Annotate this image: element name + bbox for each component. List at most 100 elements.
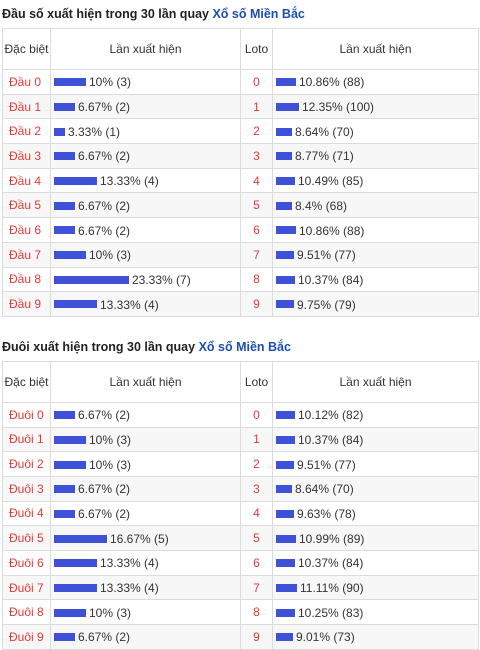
loto-frequency-cell: 9.63% (78) bbox=[272, 500, 479, 527]
loto-digit: 4 bbox=[240, 500, 273, 527]
loto-frequency-value: 10.25% (83) bbox=[298, 605, 364, 620]
loto-frequency-value: 9.51% (77) bbox=[297, 248, 356, 263]
row-label: Đầu 5 bbox=[2, 192, 51, 219]
frequency-cell: 6.67% (2) bbox=[50, 475, 241, 502]
frequency-value: 13.33% (4) bbox=[100, 174, 159, 188]
frequency-bar bbox=[54, 411, 75, 420]
loto-frequency-bar bbox=[276, 583, 297, 592]
header-lan-xuat-hien-loto: Lần xuất hiện bbox=[272, 28, 479, 70]
frequency-cell: 16.67% (5) bbox=[50, 525, 241, 551]
header-lan-xuat-hien: Lần xuất hiện bbox=[50, 360, 241, 403]
loto-frequency-cell: 10.37% (84) bbox=[272, 426, 479, 453]
loto-digit: 6 bbox=[240, 217, 273, 243]
loto-frequency-value: 9.51% (77) bbox=[297, 457, 356, 472]
table-row: Đuôi 0 6.67% (2) 0 10.12% (82) bbox=[2, 401, 479, 428]
frequency-value: 23.33% (7) bbox=[132, 272, 191, 287]
duoi-title-link[interactable]: Xổ số Miền Bắc bbox=[198, 339, 291, 354]
loto-frequency-cell: 9.51% (77) bbox=[272, 451, 479, 477]
table-row: Đầu 1 6.67% (2) 1 12.35% (100) bbox=[2, 93, 479, 120]
loto-frequency-value: 8.4% (68) bbox=[295, 198, 348, 213]
row-label: Đầu 0 bbox=[2, 69, 51, 95]
header-lan-xuat-hien: Lần xuất hiện bbox=[50, 28, 241, 70]
table-row: Đầu 3 6.67% (2) 3 8.77% (71) bbox=[2, 143, 479, 169]
table-row: Đuôi 6 13.33% (4) 6 10.37% (84) bbox=[2, 550, 479, 576]
loto-frequency-bar bbox=[276, 485, 292, 494]
frequency-bar bbox=[54, 300, 97, 309]
loto-digit: 8 bbox=[240, 266, 273, 293]
frequency-bar bbox=[54, 534, 107, 543]
loto-digit: 3 bbox=[240, 475, 273, 502]
frequency-bar bbox=[54, 127, 65, 136]
loto-frequency-cell: 10.49% (85) bbox=[272, 167, 479, 194]
header-loto: Loto bbox=[240, 360, 273, 403]
loto-frequency-value: 10.37% (84) bbox=[298, 556, 364, 571]
loto-frequency-cell: 10.86% (88) bbox=[272, 217, 479, 243]
loto-frequency-value: 10.86% (88) bbox=[299, 75, 365, 90]
frequency-value: 10% (3) bbox=[89, 432, 132, 447]
loto-frequency-bar bbox=[276, 275, 295, 284]
row-label: Đuôi 7 bbox=[2, 574, 51, 601]
frequency-bar bbox=[54, 460, 86, 469]
loto-digit: 6 bbox=[240, 550, 273, 576]
header-loto: Loto bbox=[240, 28, 273, 70]
row-label: Đầu 8 bbox=[2, 266, 51, 293]
loto-frequency-value: 8.64% (70) bbox=[295, 124, 354, 139]
frequency-value: 10% (3) bbox=[89, 248, 132, 263]
table-row: Đầu 7 10% (3) 7 9.51% (77) bbox=[2, 241, 479, 268]
table-row: Đuôi 5 16.67% (5) 5 10.99% (89) bbox=[2, 525, 479, 551]
loto-frequency-bar bbox=[276, 251, 294, 260]
frequency-value: 6.67% (2) bbox=[78, 198, 131, 213]
frequency-bar bbox=[54, 485, 75, 494]
duoi-section: Đuôi xuất hiện trong 30 lần quay Xổ số M… bbox=[0, 333, 480, 650]
frequency-bar bbox=[54, 251, 86, 260]
row-label: Đuôi 1 bbox=[2, 426, 51, 453]
table-row: Đầu 8 23.33% (7) 8 10.37% (84) bbox=[2, 266, 479, 293]
table-row: Đầu 9 13.33% (4) 9 9.75% (79) bbox=[2, 291, 479, 317]
loto-frequency-bar bbox=[276, 411, 295, 420]
header-dac-biet: Đặc biệt bbox=[2, 360, 51, 403]
loto-frequency-cell: 9.01% (73) bbox=[272, 624, 479, 650]
loto-frequency-cell: 11.11% (90) bbox=[272, 574, 479, 601]
frequency-cell: 6.67% (2) bbox=[50, 401, 241, 428]
loto-frequency-cell: 10.12% (82) bbox=[272, 401, 479, 428]
loto-digit: 0 bbox=[240, 69, 273, 95]
table-row: Đuôi 1 10% (3) 1 10.37% (84) bbox=[2, 426, 479, 453]
frequency-value: 13.33% (4) bbox=[100, 297, 159, 312]
loto-digit: 9 bbox=[240, 291, 273, 317]
loto-frequency-cell: 10.25% (83) bbox=[272, 599, 479, 626]
header-dac-biet: Đặc biệt bbox=[2, 28, 51, 70]
loto-frequency-bar bbox=[276, 460, 294, 469]
frequency-value: 10% (3) bbox=[89, 75, 132, 90]
frequency-bar bbox=[54, 583, 97, 592]
loto-frequency-bar bbox=[276, 435, 295, 444]
loto-frequency-cell: 8.4% (68) bbox=[272, 192, 479, 219]
frequency-value: 6.67% (2) bbox=[78, 149, 131, 164]
duoi-section-title: Đuôi xuất hiện trong 30 lần quay Xổ số M… bbox=[0, 333, 480, 361]
dau-section: Đầu số xuất hiện trong 30 lần quay Xổ số… bbox=[0, 0, 480, 317]
dau-table: Đặc biệt Lần xuất hiện Loto Lần xuất hiệ… bbox=[2, 28, 479, 317]
loto-frequency-cell: 10.86% (88) bbox=[272, 69, 479, 95]
frequency-value: 10% (3) bbox=[89, 457, 132, 472]
loto-digit: 3 bbox=[240, 143, 273, 169]
loto-frequency-cell: 9.75% (79) bbox=[272, 291, 479, 317]
frequency-cell: 10% (3) bbox=[50, 599, 241, 626]
row-label: Đầu 9 bbox=[2, 291, 51, 317]
loto-frequency-cell: 10.99% (89) bbox=[272, 525, 479, 551]
loto-frequency-value: 10.12% (82) bbox=[298, 408, 364, 423]
loto-frequency-value: 10.37% (84) bbox=[298, 432, 364, 447]
loto-digit: 2 bbox=[240, 451, 273, 477]
row-label: Đuôi 9 bbox=[2, 624, 51, 650]
table-row: Đuôi 2 10% (3) 2 9.51% (77) bbox=[2, 451, 479, 477]
dau-title-link[interactable]: Xổ số Miền Bắc bbox=[212, 7, 305, 21]
row-label: Đầu 1 bbox=[2, 93, 51, 120]
loto-frequency-cell: 12.35% (100) bbox=[272, 93, 479, 120]
dau-table-body: Đầu 0 10% (3) 0 10.86% (88) Đầu 1 6.67% (2) 1 1… bbox=[2, 69, 479, 317]
frequency-cell: 10% (3) bbox=[50, 69, 241, 95]
loto-frequency-bar bbox=[276, 201, 292, 210]
table-row: Đầu 2 3.33% (1) 2 8.64% (70) bbox=[2, 118, 479, 145]
frequency-cell: 10% (3) bbox=[50, 451, 241, 477]
table-row: Đầu 6 6.67% (2) 6 10.86% (88) bbox=[2, 217, 479, 243]
frequency-value: 6.67% (2) bbox=[78, 408, 131, 423]
frequency-cell: 13.33% (4) bbox=[50, 291, 241, 317]
frequency-cell: 3.33% (1) bbox=[50, 118, 241, 145]
